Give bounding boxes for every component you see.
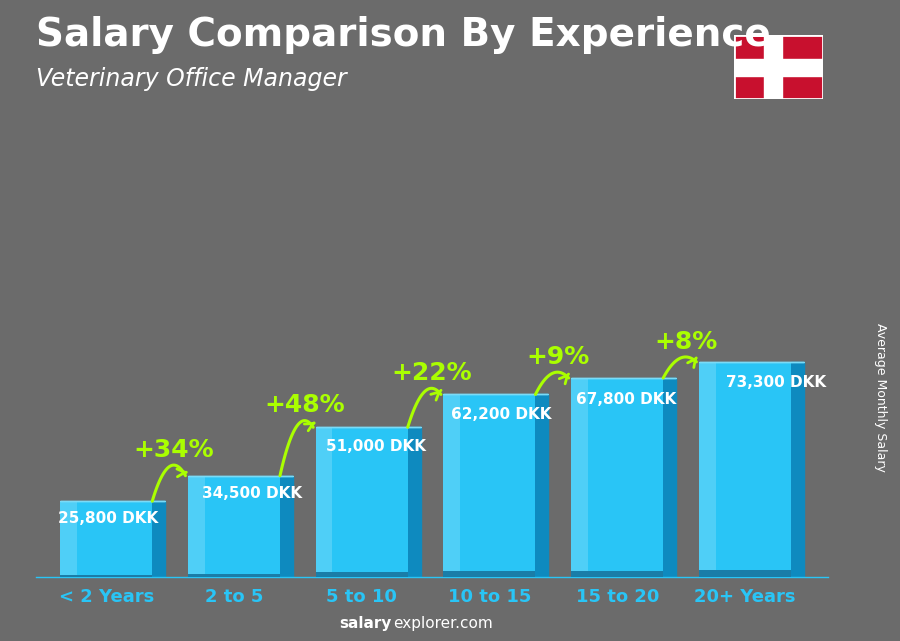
Text: 25,800 DKK: 25,800 DKK [58, 511, 158, 526]
Bar [316, 572, 408, 577]
Bar [60, 574, 152, 577]
Text: 67,800 DKK: 67,800 DKK [576, 392, 677, 407]
Bar [699, 570, 791, 577]
Text: 73,300 DKK: 73,300 DKK [725, 375, 826, 390]
Polygon shape [536, 394, 548, 577]
Bar [763, 35, 781, 99]
Bar [316, 428, 408, 577]
Polygon shape [663, 378, 676, 577]
Polygon shape [152, 501, 165, 577]
Text: +9%: +9% [526, 345, 590, 369]
Bar [572, 378, 588, 577]
Bar [699, 362, 791, 577]
Text: +8%: +8% [654, 329, 717, 354]
Polygon shape [280, 476, 292, 577]
Bar [572, 571, 663, 577]
Text: Veterinary Office Manager: Veterinary Office Manager [36, 67, 346, 91]
Bar [60, 501, 152, 577]
Bar [188, 476, 204, 577]
Bar [60, 501, 76, 577]
Bar [444, 571, 536, 577]
Text: 34,500 DKK: 34,500 DKK [202, 486, 302, 501]
Text: salary: salary [339, 617, 392, 631]
Bar [444, 394, 460, 577]
Text: Salary Comparison By Experience: Salary Comparison By Experience [36, 16, 770, 54]
Text: Average Monthly Salary: Average Monthly Salary [874, 323, 886, 472]
Bar [316, 428, 332, 577]
Text: +34%: +34% [133, 438, 214, 462]
Bar [699, 362, 716, 577]
Text: explorer.com: explorer.com [393, 617, 493, 631]
Bar [734, 58, 824, 76]
Text: 51,000 DKK: 51,000 DKK [326, 439, 426, 454]
Bar [188, 574, 280, 577]
Polygon shape [408, 428, 420, 577]
Text: +22%: +22% [392, 361, 472, 385]
Polygon shape [791, 362, 804, 577]
Bar [188, 476, 280, 577]
Bar [572, 378, 663, 577]
Bar [444, 394, 536, 577]
Text: 62,200 DKK: 62,200 DKK [451, 407, 552, 422]
Text: +48%: +48% [265, 394, 345, 417]
